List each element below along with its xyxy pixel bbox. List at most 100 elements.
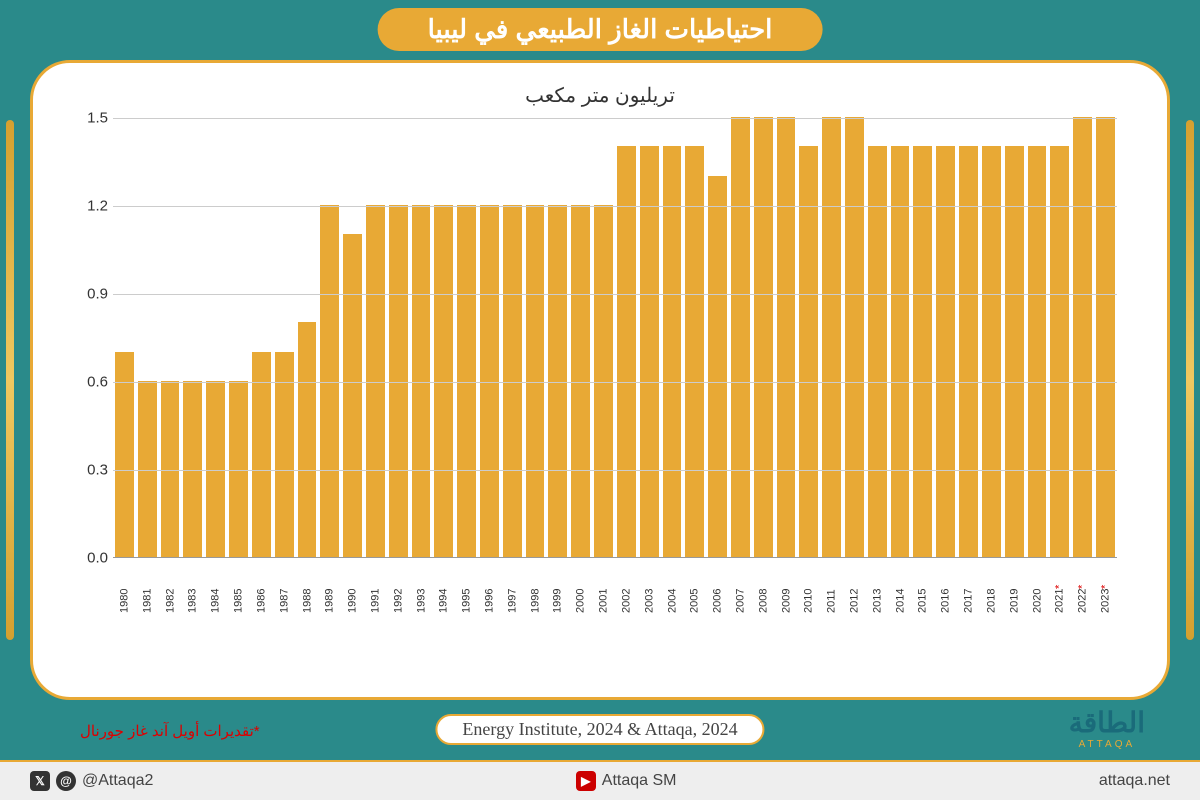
x-tick-label: 2022* <box>1073 563 1092 613</box>
x-tick-label: 1985 <box>229 563 248 613</box>
bar <box>1028 146 1047 557</box>
x-tick-label: 2023* <box>1096 563 1115 613</box>
bar <box>617 146 636 557</box>
x-tick-label: 1995 <box>457 563 476 613</box>
x-tick-label: 2000 <box>571 563 590 613</box>
footnote: *تقديرات أويل آند غاز جورنال <box>80 722 260 740</box>
x-tick-label: 1981 <box>138 563 157 613</box>
bar <box>868 146 887 557</box>
bars-container <box>113 118 1117 557</box>
bar <box>640 146 659 557</box>
social-x: 𝕏 @ @Attaqa2 <box>30 771 153 791</box>
bar <box>663 146 682 557</box>
y-tick-label: 1.5 <box>73 110 108 127</box>
bar <box>594 205 613 557</box>
bar <box>777 117 796 557</box>
bar <box>822 117 841 557</box>
x-icon: 𝕏 <box>30 771 50 791</box>
x-tick-label: 1997 <box>503 563 522 613</box>
x-tick-label: 2017 <box>959 563 978 613</box>
brand-logo: الطاقة ATTAQA <box>1069 706 1145 750</box>
x-tick-label: 2001 <box>594 563 613 613</box>
x-tick-label: 1996 <box>480 563 499 613</box>
footer-bar: 𝕏 @ @Attaqa2 ▶ Attaqa SM attaqa.net <box>0 760 1200 800</box>
x-tick-label: 2009 <box>777 563 796 613</box>
decorative-edge-left <box>6 120 14 640</box>
x-tick-label: 1998 <box>526 563 545 613</box>
bar <box>913 146 932 557</box>
y-tick-label: 0.9 <box>73 286 108 303</box>
bar <box>412 205 431 557</box>
x-tick-label: 1980 <box>115 563 134 613</box>
bar <box>183 381 202 557</box>
bar <box>799 146 818 557</box>
grid-line <box>113 470 1117 471</box>
social-handle-1: @Attaqa2 <box>82 772 153 790</box>
bar <box>891 146 910 557</box>
bar <box>1073 117 1092 557</box>
page-title: احتياطيات الغاز الطبيعي في ليبيا <box>378 8 823 51</box>
x-tick-label: 2003 <box>640 563 659 613</box>
bar <box>1005 146 1024 557</box>
x-tick-label: 2016 <box>936 563 955 613</box>
bar <box>526 205 545 557</box>
x-tick-label: 1987 <box>275 563 294 613</box>
social-mid: ▶ Attaqa SM <box>576 771 677 791</box>
x-tick-label: 2012 <box>845 563 864 613</box>
bar <box>320 205 339 557</box>
bar <box>229 381 248 557</box>
chart-area: 0.00.30.60.91.21.5 198019811982198319841… <box>113 118 1117 618</box>
youtube-icon: ▶ <box>576 771 596 791</box>
x-tick-label: 1999 <box>548 563 567 613</box>
bar <box>298 322 317 557</box>
bar <box>708 176 727 557</box>
chart-subtitle: تريليون متر مكعب <box>73 83 1127 108</box>
grid-line <box>113 118 1117 119</box>
bar <box>366 205 385 557</box>
x-tick-label: 1992 <box>389 563 408 613</box>
social-left: 𝕏 @ @Attaqa2 <box>30 771 153 791</box>
grid-line <box>113 294 1117 295</box>
chart-plot: 0.00.30.60.91.21.5 <box>113 118 1117 558</box>
x-tick-label: 2020 <box>1028 563 1047 613</box>
bar <box>138 381 157 557</box>
x-tick-label: 2005 <box>685 563 704 613</box>
x-tick-label: 2019 <box>1005 563 1024 613</box>
x-tick-label: 2004 <box>663 563 682 613</box>
y-tick-label: 0.6 <box>73 374 108 391</box>
source-citation: Energy Institute, 2024 & Attaqa, 2024 <box>435 714 764 745</box>
bar <box>731 117 750 557</box>
y-tick-label: 0.0 <box>73 550 108 567</box>
bar <box>1096 117 1115 557</box>
x-tick-label: 2011 <box>822 563 841 613</box>
threads-icon: @ <box>56 771 76 791</box>
bar <box>982 146 1001 557</box>
bar <box>685 146 704 557</box>
y-tick-label: 1.2 <box>73 198 108 215</box>
x-tick-label: 1989 <box>320 563 339 613</box>
social-youtube: ▶ Attaqa SM <box>576 771 677 791</box>
bar <box>389 205 408 557</box>
x-tick-label: 2013 <box>868 563 887 613</box>
x-tick-label: 2014 <box>891 563 910 613</box>
x-tick-label: 1990 <box>343 563 362 613</box>
x-tick-label: 2021* <box>1050 563 1069 613</box>
bar <box>503 205 522 557</box>
x-tick-label: 1982 <box>161 563 180 613</box>
bar <box>434 205 453 557</box>
footer-site: attaqa.net <box>1099 772 1170 790</box>
bar <box>959 146 978 557</box>
x-tick-label: 2010 <box>799 563 818 613</box>
bar <box>571 205 590 557</box>
x-tick-label: 2018 <box>982 563 1001 613</box>
chart-card: تريليون متر مكعب 0.00.30.60.91.21.5 1980… <box>30 60 1170 700</box>
y-tick-label: 0.3 <box>73 462 108 479</box>
x-tick-label: 2015 <box>913 563 932 613</box>
decorative-edge-right <box>1186 120 1194 640</box>
x-tick-label: 1993 <box>412 563 431 613</box>
x-tick-label: 1986 <box>252 563 271 613</box>
bar <box>206 381 225 557</box>
bar <box>754 117 773 557</box>
x-tick-label: 2006 <box>708 563 727 613</box>
grid-line <box>113 206 1117 207</box>
